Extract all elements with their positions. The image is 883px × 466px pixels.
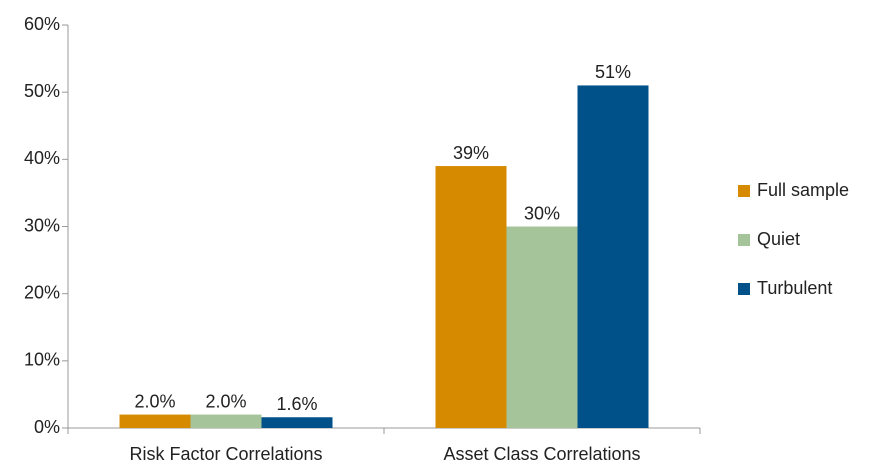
- value-label: 30%: [524, 203, 560, 223]
- value-label: 39%: [453, 143, 489, 163]
- value-label: 2.0%: [134, 391, 175, 411]
- y-tick-label: 20%: [24, 282, 60, 302]
- value-label: 51%: [595, 62, 631, 82]
- bar: [261, 417, 333, 428]
- legend-swatch: [738, 234, 750, 246]
- y-tick-label: 0%: [34, 417, 60, 437]
- bar: [119, 414, 191, 428]
- y-tick-label: 50%: [24, 81, 60, 101]
- y-tick-label: 60%: [24, 14, 60, 34]
- bar: [577, 85, 649, 428]
- legend-swatch: [738, 185, 750, 197]
- y-tick-label: 30%: [24, 215, 60, 235]
- legend-label: Full sample: [757, 180, 849, 200]
- value-label: 2.0%: [205, 391, 246, 411]
- legend-label: Quiet: [757, 229, 800, 249]
- value-label: 1.6%: [276, 394, 317, 414]
- y-tick-label: 40%: [24, 148, 60, 168]
- legend-swatch: [738, 283, 750, 295]
- bar: [435, 166, 507, 429]
- x-tick-label: Risk Factor Correlations: [129, 444, 322, 464]
- legend-label: Turbulent: [757, 278, 832, 298]
- bar: [506, 226, 578, 428]
- bar: [190, 414, 262, 428]
- x-tick-label: Asset Class Correlations: [443, 444, 640, 464]
- y-tick-label: 10%: [24, 350, 60, 370]
